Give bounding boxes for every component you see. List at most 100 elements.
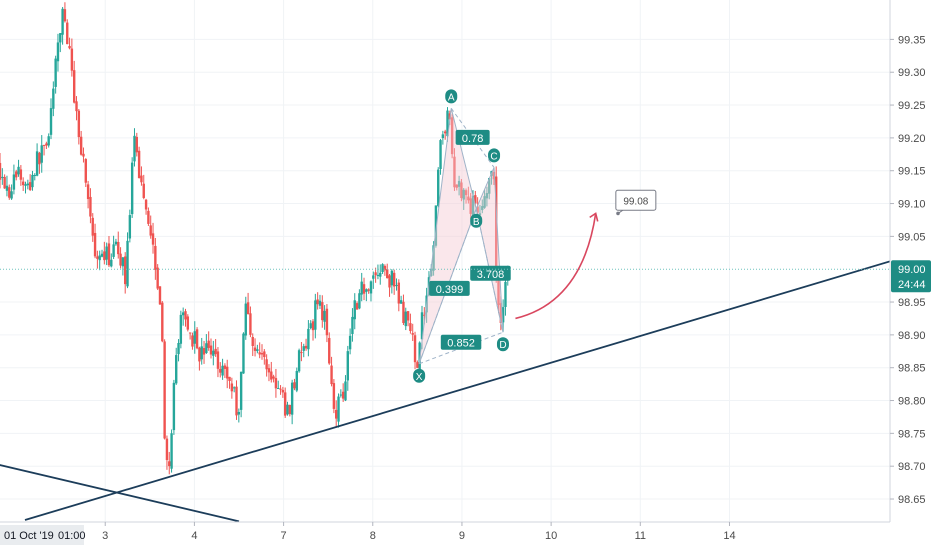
candle-body — [237, 411, 241, 415]
candle-body — [355, 303, 359, 310]
point-label: C — [490, 151, 497, 162]
projection-arrow-head — [589, 212, 599, 222]
candle-body — [191, 335, 194, 347]
callout-anchor — [616, 211, 620, 216]
time-tick-label: 10 — [545, 530, 557, 542]
candle-body — [450, 117, 454, 155]
candle-body — [497, 272, 500, 306]
candle-body — [154, 245, 157, 270]
candle-body — [158, 286, 162, 305]
candle-body — [112, 244, 115, 257]
candle-body — [344, 381, 347, 401]
candle-body — [481, 206, 484, 211]
ratio-text: 0.78 — [462, 133, 483, 145]
candle-body — [59, 33, 62, 43]
candle-body — [56, 42, 60, 62]
time-tick-label: 3 — [102, 530, 108, 542]
candle-body — [499, 303, 503, 323]
candle-body — [316, 299, 319, 305]
candle-body — [165, 438, 169, 461]
candle-body — [66, 22, 69, 45]
candle-body — [209, 345, 213, 355]
candle-body — [161, 302, 164, 342]
candle-body — [453, 156, 456, 188]
candle-body — [100, 253, 104, 257]
pattern-point-x: X — [413, 368, 426, 383]
candle-body — [413, 335, 417, 363]
candles — [0, 2, 509, 475]
candle-body — [142, 183, 145, 198]
candle-body — [494, 176, 498, 273]
ratio-bg — [440, 334, 482, 350]
candle-body — [156, 267, 159, 289]
price-tick-label: 98.95 — [898, 297, 926, 309]
candle-body — [290, 382, 294, 415]
candle-body — [267, 368, 271, 373]
candle-body — [386, 269, 389, 279]
trend-line-1 — [24, 260, 891, 521]
ratio-text: 0.852 — [447, 338, 475, 350]
point-label: A — [448, 92, 455, 103]
overlay: 99.08 — [0, 189, 890, 320]
candle-body — [130, 162, 134, 215]
price-axis: 99.35 99.30 99.25 99.20 99.15 99.10 99.05 98.95… — [889, 0, 932, 550]
candle-body — [443, 131, 447, 134]
price-tick-label: 99.20 — [898, 133, 926, 145]
candle-body — [423, 314, 426, 316]
candle-body — [297, 350, 301, 372]
candle-body — [390, 270, 394, 286]
point-marker — [470, 213, 483, 228]
candle-body — [33, 175, 36, 177]
candle-body — [1, 176, 4, 178]
candle-body — [485, 193, 489, 199]
candle-body — [365, 289, 368, 292]
x-start-badge — [0, 525, 84, 545]
candle-body — [335, 409, 338, 419]
candle-body — [346, 351, 349, 381]
candle-body — [441, 134, 445, 139]
candle-body — [462, 189, 465, 200]
candle-body — [348, 335, 352, 350]
candle-body — [19, 169, 23, 180]
candle-body — [177, 343, 180, 355]
candle-body — [330, 365, 333, 385]
candle-body — [406, 311, 410, 321]
candle-body — [281, 389, 285, 393]
candle-body — [362, 284, 366, 294]
candle-body — [137, 150, 141, 179]
point-label: D — [499, 340, 506, 351]
candle-body — [128, 215, 132, 239]
candle-body — [40, 145, 43, 163]
point-label: B — [473, 217, 480, 228]
candle-body — [0, 162, 2, 180]
candle-body — [302, 346, 305, 351]
candle-body — [219, 368, 222, 373]
point-marker — [488, 148, 501, 163]
last-price-label: 99.00 — [898, 264, 926, 276]
candle-body — [93, 232, 97, 257]
candle-body — [8, 187, 11, 198]
candle-body — [253, 347, 257, 351]
candle-body — [337, 396, 340, 422]
pattern-point-d: D — [496, 337, 509, 352]
candle-body — [404, 311, 407, 327]
candle-body — [230, 383, 234, 392]
candle-body — [121, 257, 125, 267]
ratio-label: 0.78 — [455, 129, 490, 145]
grid — [0, 0, 890, 522]
candle-body — [474, 195, 477, 204]
candle-body — [399, 300, 403, 304]
candle-body — [416, 362, 419, 368]
candle-body — [214, 348, 217, 355]
candle-body — [114, 241, 118, 245]
candle-body — [77, 110, 81, 138]
trend-line-2 — [0, 464, 240, 523]
candle-body — [420, 312, 424, 340]
point-marker — [413, 368, 426, 383]
price-tick-label: 99.15 — [898, 166, 926, 178]
candle-body — [135, 136, 138, 153]
candle-body — [265, 359, 268, 370]
candle-body — [478, 213, 482, 216]
